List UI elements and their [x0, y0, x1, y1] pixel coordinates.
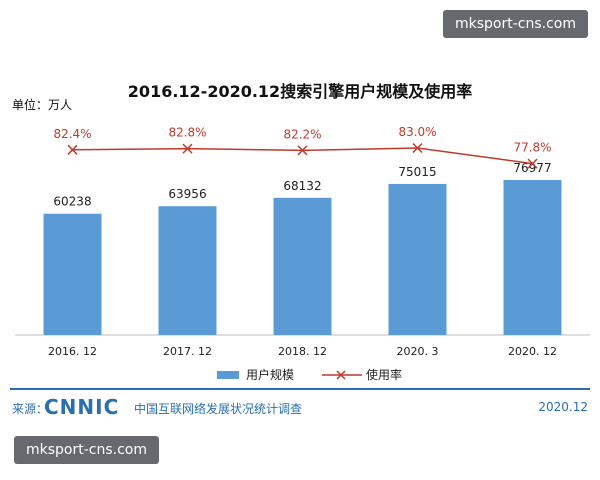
watermark-top: mksport-cns.com: [442, 10, 588, 38]
bar-5: [503, 180, 562, 335]
legend-label-rate: 使用率: [366, 367, 402, 382]
legend-swatch-users: [217, 371, 239, 379]
bar-4: [388, 183, 447, 335]
bar-value-label-1: 60238: [53, 195, 91, 209]
bar-value-label-5: 76977: [513, 161, 551, 175]
rate-point-2: [182, 143, 193, 154]
watermark-bottom: mksport-cns.com: [14, 436, 160, 464]
rate-point-1: [67, 144, 78, 155]
bar-1: [43, 213, 102, 335]
source-date: 2020.12: [538, 400, 588, 414]
x-tick-label-5: 2020. 12: [508, 345, 557, 358]
rate-label-4: 83.0%: [398, 125, 436, 139]
rate-label-2: 82.8%: [168, 126, 206, 140]
x-tick-label-1: 2016. 12: [48, 345, 97, 358]
rate-label-3: 82.2%: [283, 127, 321, 141]
unit-label: 单位：万人: [12, 98, 73, 112]
chart-area: 60238 2016. 12 63956 2017. 12 68132 2018. 12 7…: [15, 125, 590, 382]
bar-value-label-4: 75015: [398, 165, 436, 179]
footer-divider: [10, 388, 590, 390]
bar-2: [158, 206, 217, 335]
bar-3: [273, 197, 332, 335]
x-tick-label-4: 2020. 3: [397, 345, 439, 358]
bar-value-label-3: 68132: [283, 179, 321, 193]
chart-title: 2016.12-2020.12搜索引擎用户规模及使用率: [127, 82, 473, 101]
source-organization: 中国互联网络发展状况统计调查: [134, 402, 303, 416]
cnnic-logo: CNNIC: [44, 395, 120, 419]
x-tick-label-2: 2017. 12: [163, 345, 212, 358]
bar-value-label-2: 63956: [168, 187, 206, 201]
rate-point-4: [412, 142, 423, 154]
source-footer: 来源： CNNIC 中国互联网络发展状况统计调查 2020.12: [12, 395, 588, 419]
legend-marker-rate: [336, 370, 346, 380]
legend-label-users: 用户规模: [246, 367, 294, 382]
x-tick-label-3: 2018. 12: [278, 345, 327, 358]
rate-point-5: [527, 158, 538, 169]
source-label: 来源：: [12, 402, 49, 416]
rate-label-5: 77.8%: [513, 141, 551, 155]
rate-point-3: [297, 145, 308, 156]
rate-label-1: 82.4%: [53, 127, 91, 141]
